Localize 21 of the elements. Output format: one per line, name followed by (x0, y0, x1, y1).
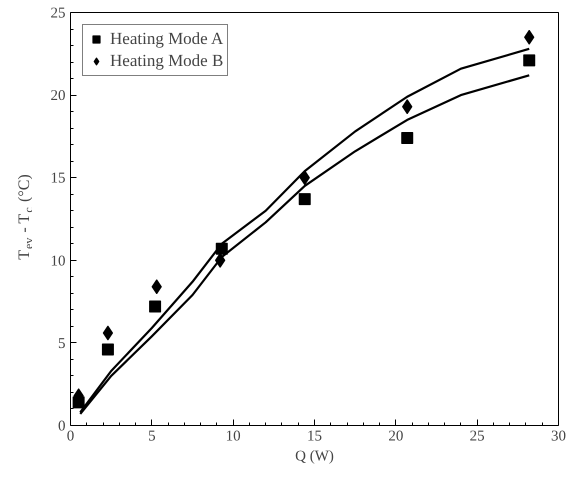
legend-label: Heating Mode B (110, 51, 224, 71)
y-tick-label: 15 (50, 170, 66, 187)
point (298, 193, 311, 206)
y-tick-label: 0 (58, 418, 66, 434)
point (102, 325, 114, 340)
x-tick-label: 10 (226, 428, 241, 444)
x-tick-label: 20 (388, 428, 404, 444)
point (102, 344, 114, 356)
point (401, 132, 414, 144)
x-axis-title: Q (W) (295, 448, 334, 464)
x-tick-label: 15 (307, 428, 322, 444)
y-tick-label: 20 (50, 88, 66, 104)
point (149, 300, 162, 313)
y-tick-label: 10 (50, 253, 66, 270)
x-tick-label: 25 (470, 428, 485, 444)
point (523, 54, 536, 66)
x-tick-label: 30 (551, 428, 566, 444)
y-tick-label: 25 (50, 6, 66, 22)
legend-label: Heating Mode A (110, 29, 224, 49)
y-tick-label: 5 (58, 336, 66, 352)
x-tick-label: 5 (148, 428, 156, 444)
